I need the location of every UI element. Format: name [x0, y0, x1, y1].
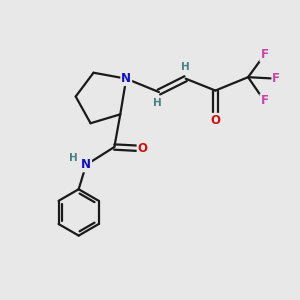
- Text: F: F: [272, 72, 280, 85]
- Text: N: N: [81, 158, 91, 171]
- Text: O: O: [138, 142, 148, 155]
- Text: N: N: [121, 72, 131, 85]
- Text: H: H: [153, 98, 162, 108]
- Text: O: O: [210, 114, 220, 127]
- Text: H: H: [69, 153, 78, 163]
- Text: H: H: [181, 62, 190, 72]
- Text: F: F: [260, 48, 268, 62]
- Text: F: F: [260, 94, 268, 107]
